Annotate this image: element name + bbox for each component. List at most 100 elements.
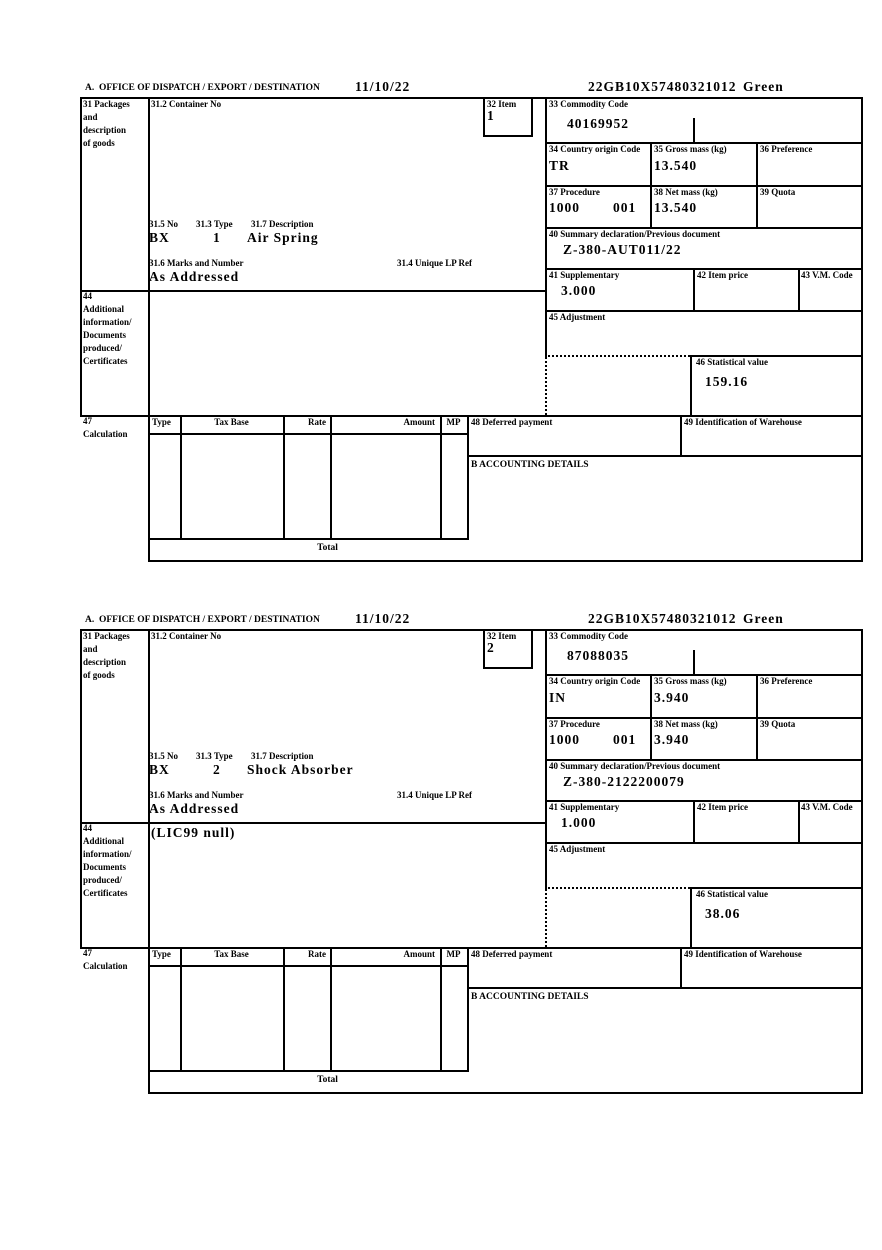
divider-line [80,97,863,99]
office-of-dispatch-header: A. OFFICE OF DISPATCH / EXPORT / DESTINA… [85,83,320,93]
column-header-amount: Amount [403,417,435,427]
declaration-reference: 22GB10X57480321012 [588,79,737,94]
box44-label: Documents [83,330,126,340]
box44-label: produced/ [83,343,122,353]
item-number-value: 1 [487,108,495,123]
box44-label: 44 [83,291,92,301]
divider-line [798,268,800,312]
item-number-label: 32 Item [487,631,517,641]
vm-code-label: 43 V.M. Code [801,270,853,280]
net-mass-label: 38 Net mass (kg) [654,719,718,729]
item-box-border [483,135,533,137]
box44-label: information/ [83,849,132,859]
container-no-label: 31.2 Container No [151,631,222,641]
container-no-label: 31.2 Container No [151,99,222,109]
box44-label: Certificates [83,888,128,898]
divider-line [545,227,863,229]
column-header-tax-base: Tax Base [214,949,249,959]
package-kind-value: BX [149,230,170,245]
divider-line [80,415,863,417]
net-mass-value: 3.940 [654,732,690,747]
divider-line [467,947,469,1072]
commodity-code-label: 33 Commodity Code [549,631,628,641]
divider-line [756,717,758,761]
box44-label: 44 [83,823,92,833]
procedure-label: 37 Procedure [549,719,600,729]
unique-lp-ref-label: 31.4 Unique LP Ref [397,790,473,800]
supplementary-label: 41 Supplementary [549,802,620,812]
item-number-value: 2 [487,640,495,655]
quota-label: 39 Quota [760,719,796,729]
package-type-label: 31.3 Type [196,751,233,761]
column-header-rate: Rate [308,949,326,959]
divider-line [545,142,863,144]
dotted-divider-line [545,357,547,415]
divider-line [80,97,82,417]
box31-label: of goods [83,670,115,680]
statistical-value-amount: 159.16 [705,374,749,389]
divider-line [650,717,652,761]
divider-line [148,1070,469,1072]
divider-line [80,629,863,631]
marks-and-number-label: 31.6 Marks and Number [149,790,244,800]
box47-label: Calculation [83,961,128,971]
divider-line [545,310,863,312]
vm-code-label: 43 V.M. Code [801,802,853,812]
country-origin-value: IN [549,690,567,705]
box31-label: description [83,125,127,135]
commodity-code-value: 40169952 [567,116,629,131]
declaration-item-block: A. OFFICE OF DISPATCH / EXPORT / DESTINA… [80,611,863,1094]
box44-label: Additional [83,304,125,314]
box47-label: 47 [83,948,92,958]
divider-line [650,674,652,719]
gross-mass-value: 3.940 [654,690,690,705]
previous-document-value: Z-380-2122200079 [563,774,685,789]
warehouse-id-label: 49 Identification of Warehouse [684,949,802,959]
divider-line [467,415,469,540]
box44-label: Documents [83,862,126,872]
package-no-label: 31.5 No [149,751,178,761]
deferred-payment-label: 48 Deferred payment [471,949,553,959]
divider-line [148,1092,863,1094]
commodity-code-value: 87088035 [567,648,629,663]
divider-line [545,842,863,844]
divider-line [756,185,758,229]
divider-line [756,674,758,719]
divider-line [283,947,285,1072]
statistical-value-label: 46 Statistical value [696,889,768,899]
total-label: Total [317,1075,338,1085]
procedure-label: 37 Procedure [549,187,600,197]
package-description-label: 31.7 Description [251,219,314,229]
divider-line [283,415,285,540]
total-label: Total [317,543,338,553]
country-origin-value: TR [549,158,570,173]
package-count-value: 1 [213,230,221,245]
divider-line [756,142,758,187]
box31-label: description [83,657,127,667]
divider-line [180,415,182,540]
previous-document-value: Z-380-AUT011/22 [563,242,682,257]
divider-line [148,538,469,540]
declaration-date: 11/10/22 [355,611,411,626]
procedure-main-value: 1000 [549,732,580,747]
divider-line [330,415,332,540]
supplementary-units-value: 1.000 [561,815,597,830]
divider-line [545,268,863,270]
commodity-code-tick [693,118,695,144]
column-header-type: Type [152,417,171,427]
divider-line [440,947,442,1072]
divider-line [680,947,682,989]
dotted-divider-line [545,889,547,947]
supplementary-units-value: 3.000 [561,283,597,298]
procedure-main-value: 1000 [549,200,580,215]
warehouse-id-label: 49 Identification of Warehouse [684,417,802,427]
box31-label: 31 Packages [83,631,130,641]
divider-line [650,142,652,187]
office-of-dispatch-header: A. OFFICE OF DISPATCH / EXPORT / DESTINA… [85,615,320,625]
item-number-label: 32 Item [487,99,517,109]
column-header-type: Type [152,949,171,959]
divider-line [680,415,682,457]
box31-label: of goods [83,138,115,148]
deferred-payment-label: 48 Deferred payment [471,417,553,427]
gross-mass-label: 35 Gross mass (kg) [654,676,727,686]
